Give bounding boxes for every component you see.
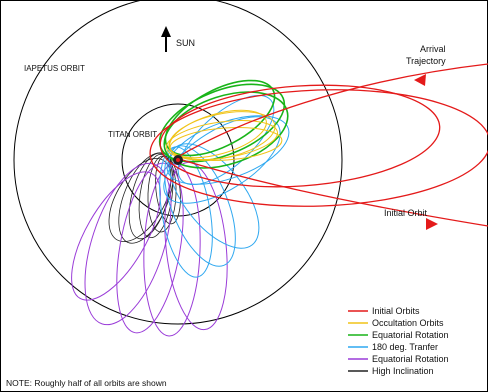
- legend-label: Occultation Orbits: [372, 318, 444, 328]
- titan-orbit-label: TITAN ORBIT: [108, 130, 157, 139]
- saturn-inner-icon: [176, 158, 180, 162]
- legend-label: Equatorial Rotation: [372, 330, 449, 340]
- legend-label: High Inclination: [372, 366, 434, 376]
- note-text: NOTE: Roughly half of all orbits are sho…: [6, 378, 167, 388]
- sun-arrow-icon: [161, 26, 171, 37]
- equatorial-rotation-purple-orbits: [71, 161, 228, 337]
- initial-orbit-arrow-icon: [426, 218, 438, 230]
- arrival-label-line2: Trajectory: [406, 56, 446, 66]
- legend: Initial Orbits Occultation Orbits Equatori…: [348, 306, 449, 376]
- iapetus-orbit-label: IAPETUS ORBIT: [24, 64, 85, 73]
- iapetus-orbit-circle: [13, 0, 343, 325]
- legend-label: Equatorial Rotation: [372, 354, 449, 364]
- initial-orbit-label: Initial Orbit: [384, 208, 428, 218]
- arrival-label-line1: Arrival: [420, 44, 446, 54]
- arrival-arrow-icon: [414, 74, 426, 86]
- occultation-orbits: [165, 109, 283, 161]
- sun-label: SUN: [176, 38, 195, 48]
- legend-label: Initial Orbits: [372, 306, 420, 316]
- initial-orbits: [149, 63, 488, 227]
- legend-label: 180 deg. Tranfer: [372, 342, 438, 352]
